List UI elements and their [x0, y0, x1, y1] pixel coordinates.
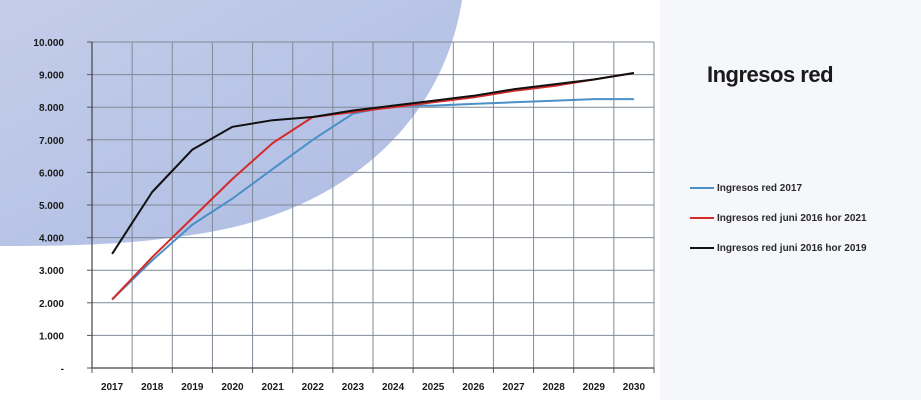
x-tick-label: 2020: [221, 382, 244, 393]
x-tick-labels: 2017 2018 2019 2020 2021 2022 2023 2024 2025 2026…: [101, 382, 646, 393]
x-tick-label: 2018: [141, 382, 164, 393]
background-swoosh: [0, 0, 462, 246]
legend-label: Ingresos red juni 2016 hor 2021: [717, 212, 867, 224]
legend-item: Ingresos red 2017: [690, 180, 918, 196]
x-tick-label: 2017: [101, 382, 124, 393]
x-tick-label: 2025: [422, 382, 445, 393]
y-tick-label: 6.000: [39, 168, 64, 179]
y-tick-label: 4.000: [39, 234, 64, 245]
y-tick-label: 5.000: [39, 201, 64, 212]
series-lines: [111, 72, 635, 301]
y-tick-label: -: [61, 364, 64, 375]
x-tick-label: 2027: [502, 382, 525, 393]
gridlines: [92, 41, 655, 368]
legend: Ingresos red 2017 Ingresos red juni 2016…: [690, 180, 918, 270]
legend-swatch: [690, 247, 714, 249]
y-tick-label: 7.000: [39, 136, 64, 147]
x-tick-label: 2028: [543, 382, 566, 393]
legend-swatch: [690, 217, 714, 219]
legend-label: Ingresos red 2017: [717, 182, 803, 194]
legend-item: Ingresos red juni 2016 hor 2021: [690, 210, 918, 226]
x-tick-label: 2030: [623, 382, 646, 393]
y-tick-label: 8.000: [39, 103, 64, 114]
y-tick-label: 10.000: [33, 38, 64, 49]
x-tick-label: 2024: [382, 382, 405, 393]
y-tick-label: 1.000: [39, 331, 64, 342]
y-tick-label: 9.000: [39, 71, 64, 82]
x-tick-label: 2023: [342, 382, 365, 393]
y-tick-labels: - 1.000 2.000 3.000 4.000 5.000 6.000 7.000 8.00…: [33, 38, 64, 375]
y-tick-label: 3.000: [39, 266, 64, 277]
x-tick-label: 2021: [262, 382, 285, 393]
chart-title: Ingresos red: [707, 62, 834, 87]
axes: [87, 41, 655, 373]
x-tick-label: 2022: [302, 382, 325, 393]
legend-swatch: [690, 187, 714, 189]
x-tick-label: 2026: [462, 382, 485, 393]
y-tick-label: 2.000: [39, 299, 64, 310]
legend-label: Ingresos red juni 2016 hor 2019: [717, 242, 867, 254]
series-line-2: [111, 72, 635, 301]
x-tick-label: 2029: [583, 382, 606, 393]
legend-item: Ingresos red juni 2016 hor 2019: [690, 240, 918, 256]
series-line-3: [111, 72, 635, 255]
right-panel-tint: [660, 0, 921, 400]
x-tick-label: 2019: [181, 382, 204, 393]
